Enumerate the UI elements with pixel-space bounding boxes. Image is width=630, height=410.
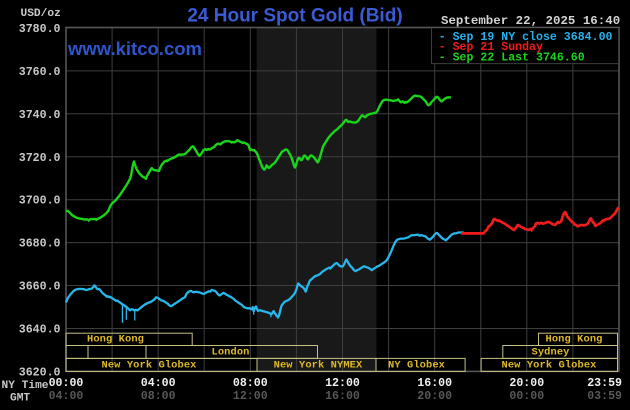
- svg-text:16:00: 16:00: [325, 390, 360, 403]
- svg-text:New York NYMEX: New York NYMEX: [274, 360, 363, 372]
- svg-text:12:00: 12:00: [325, 377, 360, 390]
- svg-text:3720.0: 3720.0: [19, 152, 61, 165]
- svg-text:3620.0: 3620.0: [19, 366, 61, 379]
- svg-text:New York Globex: New York Globex: [101, 360, 196, 372]
- svg-text:- Sep 21 Sunday: - Sep 21 Sunday: [439, 41, 543, 54]
- svg-text:3640.0: 3640.0: [19, 324, 61, 337]
- svg-text:GMT: GMT: [10, 393, 30, 405]
- svg-text:NY Time: NY Time: [2, 380, 49, 392]
- svg-text:08:00: 08:00: [141, 390, 176, 403]
- svg-text:3660.0: 3660.0: [19, 281, 61, 294]
- svg-text:- Sep 19 NY close 3684.00: - Sep 19 NY close 3684.00: [439, 31, 613, 44]
- svg-text:USD/oz: USD/oz: [21, 8, 61, 20]
- svg-text:08:00: 08:00: [233, 377, 268, 390]
- svg-text:24 Hour Spot Gold (Bid): 24 Hour Spot Gold (Bid): [187, 6, 402, 27]
- svg-text:Hong Kong: Hong Kong: [545, 334, 602, 346]
- svg-text:12:00: 12:00: [233, 390, 268, 403]
- svg-text:04:00: 04:00: [141, 377, 176, 390]
- svg-text:New York Globex: New York Globex: [501, 360, 596, 372]
- svg-text:20:00: 20:00: [417, 390, 452, 403]
- svg-text:16:00: 16:00: [417, 377, 452, 390]
- svg-text:04:00: 04:00: [49, 390, 84, 403]
- svg-text:3740.0: 3740.0: [19, 109, 61, 122]
- svg-text:NY Globex: NY Globex: [388, 360, 445, 372]
- svg-text:Sydney: Sydney: [531, 347, 570, 359]
- svg-text:www.kitco.com: www.kitco.com: [67, 38, 202, 59]
- svg-text:3780.0: 3780.0: [19, 23, 61, 36]
- svg-text:3680.0: 3680.0: [19, 238, 61, 251]
- svg-text:3760.0: 3760.0: [19, 66, 61, 79]
- svg-text:September 22, 2025 16:40: September 22, 2025 16:40: [441, 14, 620, 28]
- svg-text:- Sep 22 Last 3746.60: - Sep 22 Last 3746.60: [439, 51, 585, 64]
- svg-text:00:00: 00:00: [509, 390, 544, 403]
- svg-text:London: London: [211, 347, 249, 359]
- svg-text:3700.0: 3700.0: [19, 195, 61, 208]
- svg-text:20:00: 20:00: [509, 377, 544, 390]
- svg-text:Hong Kong: Hong Kong: [87, 334, 144, 346]
- svg-text:00:00: 00:00: [49, 377, 84, 390]
- svg-text:23:59: 23:59: [587, 377, 622, 390]
- svg-text:03:59: 03:59: [587, 390, 622, 403]
